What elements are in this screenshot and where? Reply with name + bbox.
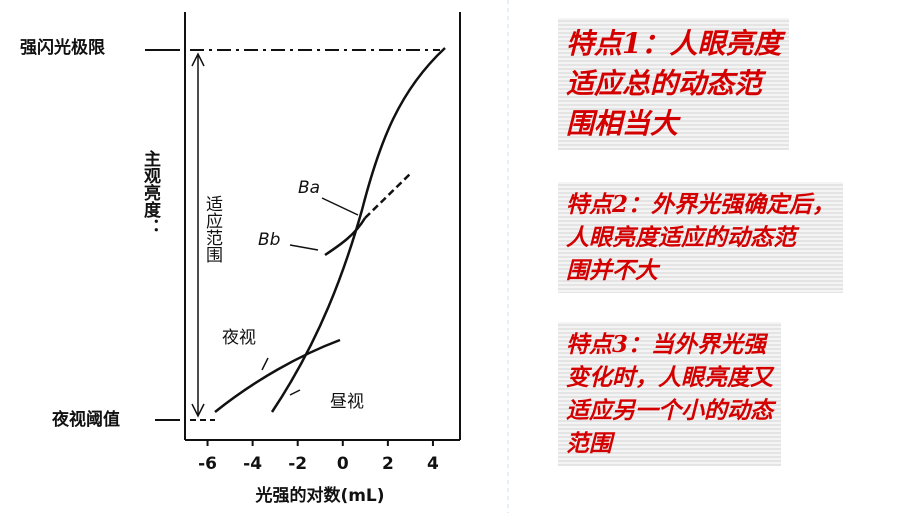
x-axis-title: 光强的对数(mL) [254,485,384,506]
note-line: 特点1：人眼亮度 [566,27,782,60]
note-line: 特点2：外界光强确定后， [566,191,836,218]
x-tick-label: -6 [198,454,217,474]
y-label-top: 强闪光极限 [20,37,105,58]
note-line: 适应另一个小的动态 [566,397,773,424]
bb-curve [324,217,367,257]
note-line: 变化时，人眼亮度又 [566,364,773,391]
night-curve [214,338,341,413]
x-tick-label: 0 [337,454,349,474]
x-tick-label: -2 [288,454,307,474]
y-label-bottom: 夜视阈值 [51,409,120,430]
note-line: 范围 [566,430,612,457]
curve-label: Ba [298,178,320,198]
pointer [261,357,269,371]
x-tick-label: -4 [243,454,262,474]
range-label: 适应范围 [202,195,223,263]
x-tick-label: 2 [382,454,394,474]
note: 特点3：当外界光强 变化时，人眼亮度又 适应另一个小的动态 范围 [558,322,781,466]
curve-label: 昼视 [330,392,364,412]
note: 特点1：人眼亮度 适应总的动态范 围相当大 [558,18,790,150]
ba-curve [364,173,411,219]
note: 特点2：外界光强确定后， 人眼亮度适应的动态范 围并不大 [558,182,844,293]
note-line: 适应总的动态范 [566,67,763,100]
x-tick-label: 4 [427,454,439,474]
note-line: 围并不大 [566,257,658,284]
note-line: 特点3：当外界光强 [566,331,767,358]
curve-label: Bb [258,230,280,250]
curve-label: 夜视 [222,328,256,348]
note-line: 围相当大 [566,107,679,140]
day-curve [270,47,446,413]
note-line: 人眼亮度适应的动态范 [566,224,796,251]
pointer [289,389,301,396]
arrow-head [191,52,205,418]
pointer [289,197,359,251]
y-axis-title: 主观亮度： [140,149,162,235]
